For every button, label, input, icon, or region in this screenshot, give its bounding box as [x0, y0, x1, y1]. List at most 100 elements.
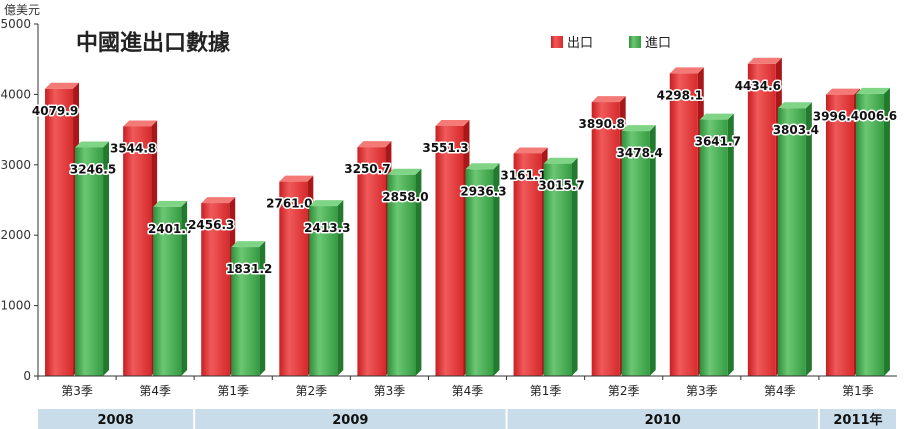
year-label: 2009 — [332, 413, 368, 428]
year-band — [38, 409, 194, 429]
bar-value-label: 1831.2 — [226, 262, 272, 276]
legend-swatch-import — [629, 36, 641, 48]
bar-face — [435, 125, 464, 376]
bar-face — [621, 131, 650, 376]
x-category-label: 第4季 — [452, 384, 484, 398]
bar-import: 3803.4 — [771, 102, 821, 377]
bar-export: 3250.7 — [343, 141, 392, 376]
bar-top — [465, 163, 500, 170]
bar-top — [825, 88, 860, 95]
bar-top — [543, 157, 578, 164]
bar-value-label: 4006.6 — [851, 109, 897, 123]
bar-value-label: 3551.3 — [422, 141, 468, 155]
bar-side — [883, 87, 890, 376]
year-band — [195, 409, 506, 429]
bar-side — [493, 163, 500, 376]
bar-top — [513, 147, 548, 154]
bar-face — [465, 169, 494, 376]
y-tick-label: 3000 — [0, 158, 31, 172]
bar-side — [103, 141, 110, 376]
bar-export: 4434.6 — [733, 57, 783, 376]
bar-side — [571, 157, 578, 376]
bar-value-label: 2936.3 — [460, 184, 506, 198]
bar-export: 4079.9 — [30, 82, 80, 377]
bar-side — [805, 102, 812, 377]
bar-value-label: 3250.7 — [344, 162, 390, 176]
bar-import: 2858.0 — [381, 168, 430, 376]
legend: 出口 進口 — [551, 36, 671, 51]
x-category-label: 第2季 — [295, 384, 327, 398]
x-category-label: 第3季 — [374, 384, 406, 398]
bar-export: 2761.0 — [265, 175, 314, 376]
bar-face — [123, 126, 152, 377]
legend-label-import: 進口 — [645, 36, 671, 51]
bar-export: 3544.8 — [108, 120, 158, 377]
x-category-label: 第1季 — [217, 384, 249, 398]
bar-top — [387, 168, 422, 175]
bar-value-label: 2761.0 — [266, 197, 312, 211]
bar-import: 3478.4 — [615, 125, 664, 377]
bar-value-label: 3544.8 — [110, 141, 156, 155]
year-band — [507, 409, 818, 429]
bar-value-label: 3161.1 — [500, 168, 546, 182]
bar-top — [855, 87, 890, 94]
legend-swatch-export — [551, 36, 563, 48]
year-bands: 2008 2009 2010 2011年 — [38, 409, 896, 429]
bar-top — [279, 175, 314, 182]
bar-face — [699, 119, 728, 376]
bar-face — [201, 203, 230, 376]
bar-import: 4006.6 — [849, 87, 899, 376]
bar-top — [747, 57, 782, 64]
bar-import: 3015.7 — [537, 157, 586, 376]
bar-export: 2456.3 — [187, 197, 236, 376]
bar-face — [513, 153, 542, 376]
bar-top — [777, 102, 812, 109]
bar-top — [75, 141, 110, 148]
bar-value-label: 4434.6 — [735, 79, 781, 93]
x-axis: 第3季 第4季 第1季 第2季 第3季 第4季 第1季 第2季 第3季 第4季 第1季 — [37, 375, 897, 398]
bar-value-label: 3890.8 — [579, 117, 625, 131]
bar-value-label: 2401.7 — [148, 222, 194, 236]
bar-top — [621, 125, 656, 132]
bar-top — [201, 197, 236, 204]
year-label: 2008 — [97, 413, 133, 428]
y-tick-label: 1000 — [0, 299, 31, 313]
bar-face — [309, 206, 338, 376]
x-category-label: 第4季 — [139, 384, 171, 398]
bar-value-label: 2456.3 — [188, 218, 234, 232]
year-label: 2011年 — [833, 412, 882, 428]
y-tick-label: 0 — [23, 369, 31, 383]
bar-import: 3641.7 — [693, 113, 742, 376]
bar-top — [153, 200, 188, 207]
bar-side — [415, 168, 422, 376]
x-category-label: 第4季 — [764, 384, 796, 398]
bar-value-label: 3641.7 — [695, 135, 741, 149]
bar-value-label: 4079.9 — [32, 104, 78, 118]
bar-top — [591, 96, 626, 103]
bar-face — [45, 88, 74, 377]
bar-top — [699, 113, 734, 120]
bar-side — [337, 200, 344, 376]
bar-face — [591, 102, 620, 376]
bar-side — [181, 200, 188, 376]
bar-export: 4298.1 — [655, 67, 704, 376]
bar-value-label: 3246.5 — [70, 162, 116, 176]
bar-top — [669, 67, 704, 74]
bar-face — [777, 108, 806, 377]
bar-top — [123, 120, 158, 127]
bar-export: 3996.4 — [811, 88, 861, 376]
bar-top — [231, 241, 266, 248]
bar-import: 2413.3 — [303, 200, 352, 376]
y-axis: 0 1000 2000 3000 4000 5000 — [0, 17, 39, 383]
bar-face — [75, 147, 104, 376]
bar-value-label: 4298.1 — [657, 88, 703, 102]
bar-face — [279, 181, 308, 376]
bar-face — [387, 174, 416, 376]
bar-top — [309, 200, 344, 207]
x-category-label: 第3季 — [61, 384, 93, 398]
bar-top — [357, 141, 392, 148]
bar-face — [747, 63, 776, 376]
y-axis-unit: 億美元 — [4, 3, 40, 17]
bar-import: 1831.2 — [225, 241, 274, 376]
